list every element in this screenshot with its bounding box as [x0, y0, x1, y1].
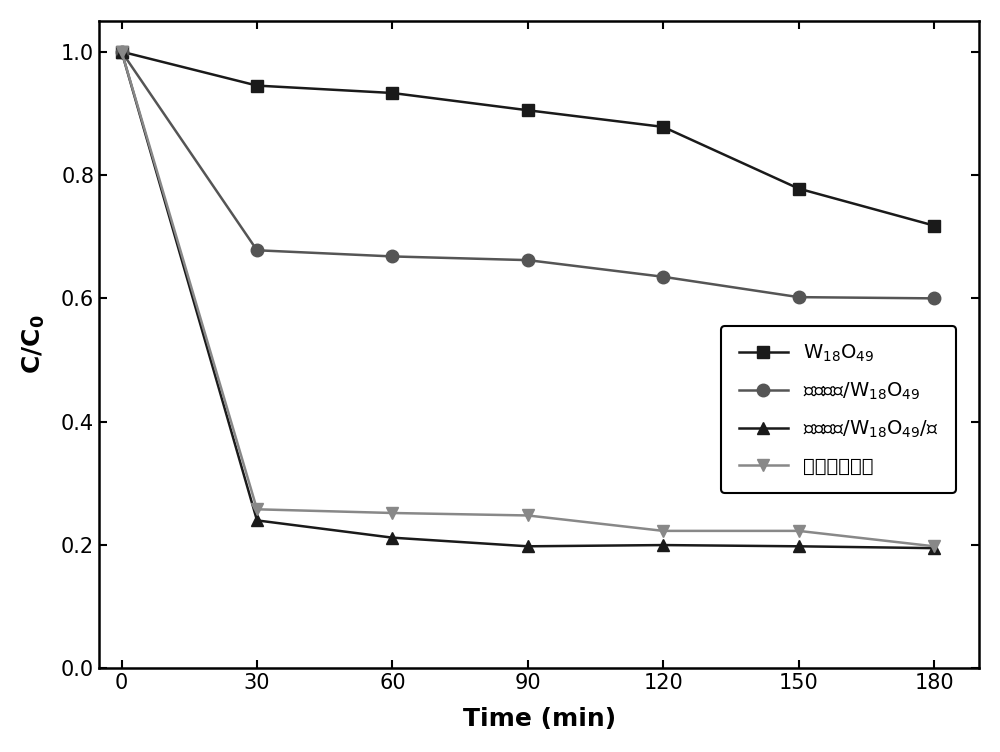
X-axis label: Time (min): Time (min) [463, 707, 616, 731]
Y-axis label: $\mathbf{C/C_0}$: $\mathbf{C/C_0}$ [21, 315, 47, 374]
Legend: $\mathregular{W_{18}O_{49}}$, 碳量子点/$\mathregular{W_{18}O_{49}}$, 碳量子点/$\mathregu: $\mathregular{W_{18}O_{49}}$, 碳量子点/$\mat… [721, 326, 956, 493]
